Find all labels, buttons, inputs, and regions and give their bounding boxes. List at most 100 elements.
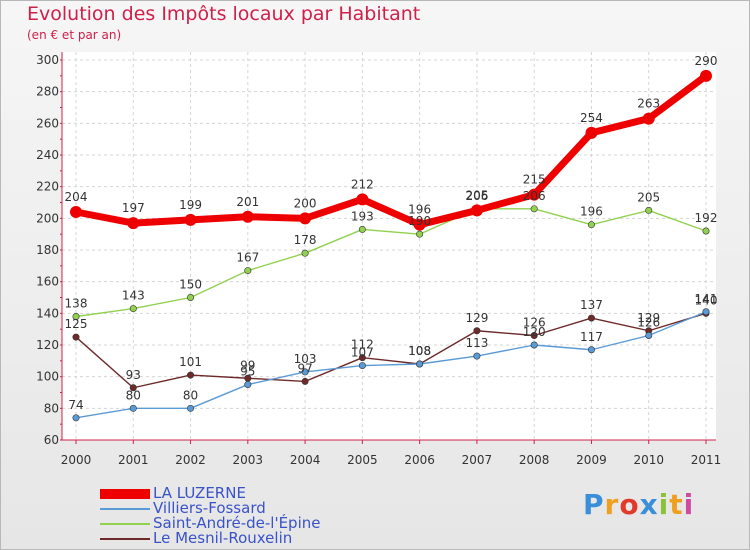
- data-label: 205: [637, 190, 660, 204]
- legend-label: Le Mesnil-Rouxelin: [153, 529, 293, 547]
- y-tick-label: 60: [44, 433, 59, 447]
- y-tick-label: 140: [36, 306, 59, 320]
- data-point: [473, 352, 481, 360]
- data-point: [72, 333, 80, 341]
- data-point: [301, 368, 309, 376]
- data-point: [702, 227, 710, 235]
- data-label: 113: [465, 336, 488, 350]
- x-tick-label: 2005: [347, 453, 378, 467]
- data-point: [530, 205, 538, 213]
- y-tick-label: 180: [36, 243, 59, 257]
- data-point: [358, 225, 366, 233]
- data-label: 101: [179, 355, 202, 369]
- data-label: 138: [65, 297, 88, 311]
- x-tick-label: 2001: [118, 453, 149, 467]
- data-label: 95: [240, 365, 255, 379]
- data-point: [241, 210, 254, 223]
- x-tick-label: 2009: [576, 453, 607, 467]
- data-label: 212: [351, 177, 374, 191]
- legend-label: LA LUZERNE: [153, 484, 246, 502]
- x-tick-label: 2011: [691, 453, 722, 467]
- data-label: 193: [351, 209, 374, 223]
- data-label: 126: [637, 316, 660, 330]
- x-tick-label: 2010: [633, 453, 664, 467]
- data-point: [129, 404, 137, 412]
- x-tick-label: 2008: [519, 453, 550, 467]
- data-label: 129: [637, 311, 660, 325]
- y-tick-label: 160: [36, 275, 59, 289]
- data-point: [299, 212, 312, 225]
- x-tick-label: 2006: [404, 453, 435, 467]
- data-point: [702, 308, 710, 316]
- logo-letter: r: [604, 488, 620, 521]
- data-label: 201: [236, 195, 259, 209]
- data-point: [473, 327, 481, 335]
- data-label: 129: [465, 311, 488, 325]
- data-point: [129, 384, 137, 392]
- legend-swatch: [100, 538, 150, 540]
- data-label: 108: [408, 344, 431, 358]
- data-point: [530, 341, 538, 349]
- logo-letter: i: [658, 488, 670, 521]
- data-point: [127, 217, 140, 230]
- legend-swatch: [100, 489, 150, 499]
- data-label: 178: [294, 233, 317, 247]
- legend-label: Saint-André-de-l'Épine: [153, 514, 321, 532]
- data-point: [301, 249, 309, 257]
- y-tick-label: 100: [36, 370, 59, 384]
- data-label: 206: [523, 189, 546, 203]
- data-label: 200: [294, 196, 317, 210]
- data-label: 196: [580, 205, 603, 219]
- y-tick-label: 300: [36, 53, 59, 67]
- data-point: [530, 331, 538, 339]
- x-tick-label: 2002: [175, 453, 206, 467]
- data-point: [470, 204, 483, 217]
- data-label: 192: [695, 211, 718, 225]
- data-point: [416, 230, 424, 238]
- data-point: [700, 69, 712, 82]
- data-point: [358, 362, 366, 370]
- data-point: [244, 267, 252, 275]
- data-point: [70, 206, 82, 218]
- data-label: 263: [637, 97, 660, 111]
- data-label: 126: [523, 316, 546, 330]
- data-label: 141: [695, 292, 718, 306]
- series-line: [75, 311, 707, 419]
- logo-letter: t: [669, 488, 684, 521]
- data-point: [413, 218, 426, 231]
- data-label: 206: [465, 189, 488, 203]
- data-point: [129, 305, 137, 313]
- chart-title: Evolution des Impôts locaux par Habitant: [27, 3, 421, 25]
- data-label: 120: [523, 325, 546, 339]
- data-point: [587, 314, 595, 322]
- data-point: [72, 312, 80, 320]
- data-label: 112: [351, 338, 374, 352]
- legend-swatch: [100, 508, 150, 510]
- y-tick-label: 120: [36, 338, 59, 352]
- data-point: [645, 206, 653, 214]
- plot-area: [62, 52, 716, 440]
- data-label: 97: [297, 361, 312, 375]
- data-label: 150: [179, 278, 202, 292]
- series-line: [75, 208, 707, 318]
- chart-subtitle: (en € et par an): [27, 28, 122, 42]
- data-point: [585, 126, 598, 139]
- proxiti-logo: Proxiti: [583, 488, 694, 521]
- x-tick-label: 2007: [462, 453, 493, 467]
- data-point: [645, 331, 653, 339]
- data-point: [587, 346, 595, 354]
- data-label: 107: [351, 346, 374, 360]
- data-label: 215: [523, 173, 546, 187]
- data-point: [72, 414, 80, 422]
- data-point: [301, 377, 309, 385]
- y-tick-label: 240: [36, 148, 59, 162]
- legend-swatch: [100, 523, 150, 525]
- series-line: [75, 312, 707, 389]
- data-point: [416, 360, 424, 368]
- data-point: [187, 404, 195, 412]
- data-label: 137: [580, 298, 603, 312]
- data-point: [642, 112, 655, 125]
- data-label: 93: [126, 368, 141, 382]
- data-label: 80: [183, 388, 198, 402]
- data-label: 143: [122, 289, 145, 303]
